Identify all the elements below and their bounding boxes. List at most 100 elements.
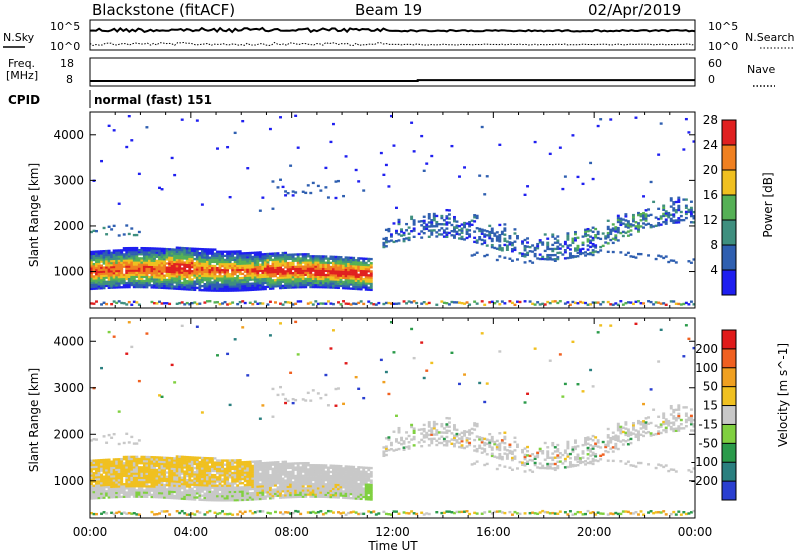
power-cell <box>311 285 315 289</box>
power-cell <box>276 252 280 255</box>
power-cell <box>392 144 396 147</box>
power-cell <box>276 282 280 286</box>
power-cell <box>601 244 605 248</box>
power-cell <box>624 223 628 226</box>
power-cell <box>677 198 681 201</box>
velocity-cell <box>137 472 141 475</box>
power-cell <box>246 266 250 269</box>
velocity-cell <box>332 479 335 482</box>
velocity-cell <box>324 393 328 397</box>
velocity-cell <box>342 494 345 497</box>
velocity-cell <box>100 469 103 472</box>
velocity-cell <box>286 466 290 470</box>
velocity-cell <box>211 490 214 494</box>
power-cell <box>362 277 366 281</box>
velocity-cell <box>100 494 103 497</box>
power-cell <box>142 281 146 285</box>
velocity-cell <box>150 464 154 467</box>
power-cell <box>553 253 557 257</box>
power-cell <box>163 284 167 288</box>
power-cell <box>425 302 429 306</box>
power-cell <box>599 118 603 121</box>
power-cell <box>344 264 348 267</box>
power-cell <box>243 289 247 292</box>
velocity-cell <box>90 463 93 467</box>
velocity-cell <box>218 465 222 469</box>
power-cell <box>395 206 398 210</box>
power-cell <box>246 258 250 261</box>
velocity-cell <box>150 479 154 482</box>
power-cell <box>256 259 260 262</box>
velocity-cell <box>160 494 164 497</box>
power-cell <box>669 300 673 303</box>
power-cell <box>483 233 487 236</box>
velocity-cell <box>142 457 146 461</box>
velocity-cell <box>314 482 318 486</box>
power-cell <box>198 278 202 282</box>
power-cell <box>624 231 628 234</box>
power-cell <box>453 215 456 219</box>
velocity-cell <box>97 492 101 496</box>
power-cell <box>332 259 335 263</box>
velocity-cell <box>309 511 313 514</box>
velocity-cell <box>233 482 237 485</box>
velocity-cell <box>173 476 177 479</box>
velocity-cell <box>299 472 303 475</box>
power-cell <box>367 265 371 269</box>
velocity-cell <box>271 490 275 494</box>
power-cell <box>395 231 398 235</box>
power-cell <box>329 302 333 305</box>
velocity-cell <box>130 491 134 494</box>
power-cell <box>591 253 595 257</box>
velocity-cell <box>261 495 265 498</box>
power-cell <box>667 211 671 215</box>
power-cell <box>135 301 139 304</box>
velocity-cell <box>306 487 310 490</box>
velocity-cell <box>233 486 237 489</box>
power-cell <box>90 230 93 234</box>
velocity-cell <box>155 485 159 488</box>
velocity-cell <box>92 438 96 441</box>
velocity-cell <box>137 487 141 490</box>
power-cell <box>551 300 555 303</box>
velocity-cell <box>274 482 277 485</box>
velocity-cell <box>258 485 262 488</box>
power-cell <box>286 261 290 265</box>
power-cell <box>362 189 366 192</box>
velocity-cell <box>299 468 303 471</box>
power-cell <box>178 261 182 264</box>
power-cell <box>185 284 189 287</box>
velocity-cell <box>236 486 240 489</box>
velocity-cell <box>137 491 141 494</box>
power-cell <box>271 273 275 276</box>
velocity-cell <box>223 488 227 492</box>
velocity-cell <box>251 473 255 476</box>
velocity-cell <box>329 489 333 492</box>
power-cell <box>324 279 328 283</box>
power-cell <box>342 266 345 269</box>
power-cell <box>246 276 250 279</box>
velocity-cell <box>286 489 290 493</box>
power-cell <box>644 213 648 216</box>
power-cell <box>100 266 103 269</box>
power-cell <box>561 253 565 256</box>
velocity-cell <box>299 466 303 469</box>
power-cell <box>97 283 101 286</box>
velocity-cell <box>211 465 214 468</box>
velocity-cell <box>291 472 295 476</box>
velocity-cell <box>236 463 240 466</box>
power-cell <box>125 303 129 306</box>
power-cell <box>485 244 489 247</box>
power-cell <box>221 287 224 290</box>
power-cell <box>629 225 633 228</box>
power-cell <box>589 253 593 256</box>
power-cell <box>319 259 323 262</box>
power-cell <box>258 288 262 291</box>
power-cell <box>352 269 356 272</box>
velocity-cell <box>342 496 345 499</box>
velocity-cell <box>170 490 174 493</box>
power-cell <box>147 263 151 266</box>
power-cell <box>198 302 202 305</box>
velocity-cell <box>291 485 295 488</box>
power-cell <box>243 260 247 263</box>
